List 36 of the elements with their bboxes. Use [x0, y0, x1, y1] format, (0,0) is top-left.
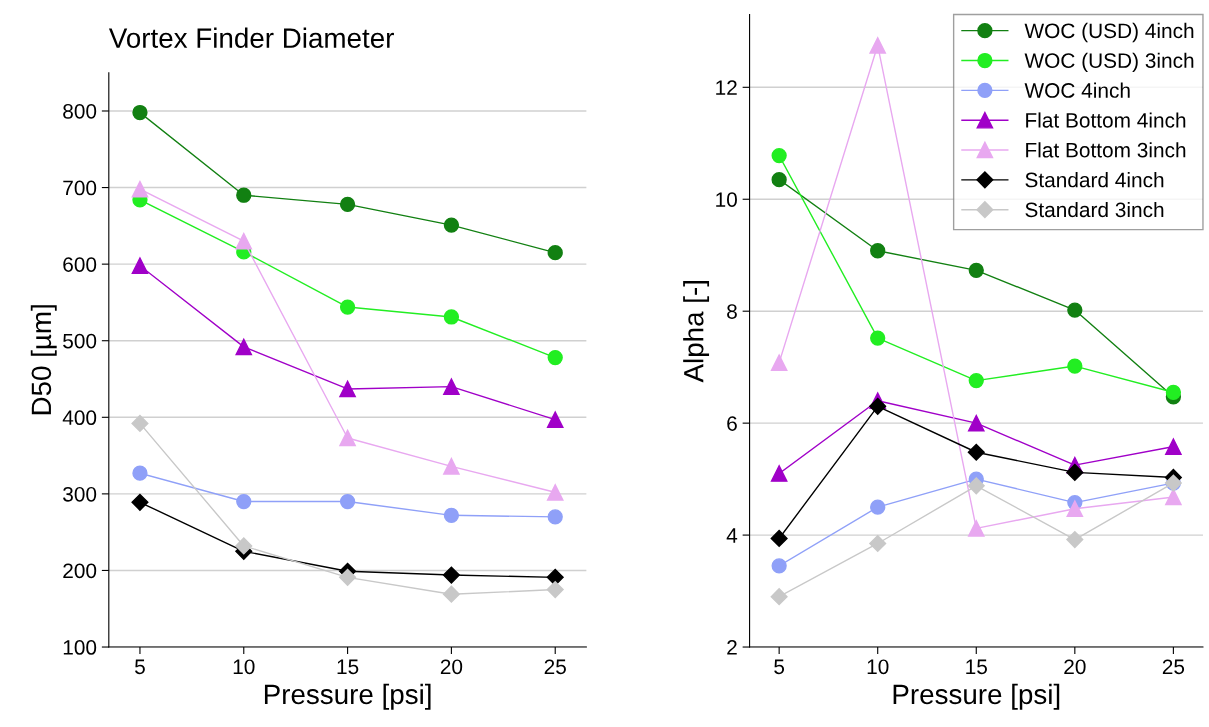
y-tick-label: 10 [716, 192, 737, 207]
legend-label: Flat Bottom 4inch [1026, 112, 1186, 128]
legend-label: WOC 4inch [1024, 82, 1130, 98]
y-tick-label: 6 [727, 416, 737, 431]
y-tick-label: 600 [63, 257, 97, 272]
y-axis-title: D50 [µm] [30, 305, 57, 415]
x-tick-label: 15 [337, 659, 359, 675]
legend-label: WOC (USD) 4inch [1024, 22, 1194, 43]
y-tick-label: 4 [726, 528, 738, 543]
chart-title: Vortex Finder Diameter [108, 27, 394, 48]
y-tick-label: 12 [716, 80, 737, 95]
x-tick-label: 10 [233, 659, 255, 675]
legend-label: WOC (USD) 3inch [1024, 52, 1194, 73]
legend-label: Standard 4inch [1025, 172, 1164, 188]
x-tick-label: 20 [440, 659, 463, 675]
x-tick-label: 25 [1162, 659, 1185, 675]
x-axis-title: Pressure [psi] [893, 683, 1060, 710]
x-tick-label: 5 [135, 659, 145, 675]
x-tick-label: 20 [1064, 659, 1086, 675]
y-tick-label: 700 [63, 180, 97, 196]
y-tick-label: 2 [727, 640, 737, 655]
x-tick-label: 25 [544, 659, 566, 675]
legend-label: Flat Bottom 3inch [1026, 142, 1186, 158]
x-tick-label: 10 [867, 659, 889, 675]
x-axis-title: Pressure [psi] [264, 683, 431, 710]
y-tick-label: 100 [63, 640, 97, 655]
y-tick-label: 500 [63, 333, 97, 349]
legend-label: Standard 3inch [1025, 201, 1164, 218]
y-tick-label: 300 [63, 486, 97, 502]
y-tick-label: 8 [727, 304, 737, 319]
x-tick-label: 5 [774, 659, 785, 675]
y-tick-label: 800 [63, 103, 97, 119]
y-axis-title: Alpha [-] [683, 281, 710, 383]
x-tick-label: 15 [966, 659, 987, 675]
y-tick-label: 200 [63, 563, 97, 579]
y-tick-label: 400 [62, 410, 97, 426]
